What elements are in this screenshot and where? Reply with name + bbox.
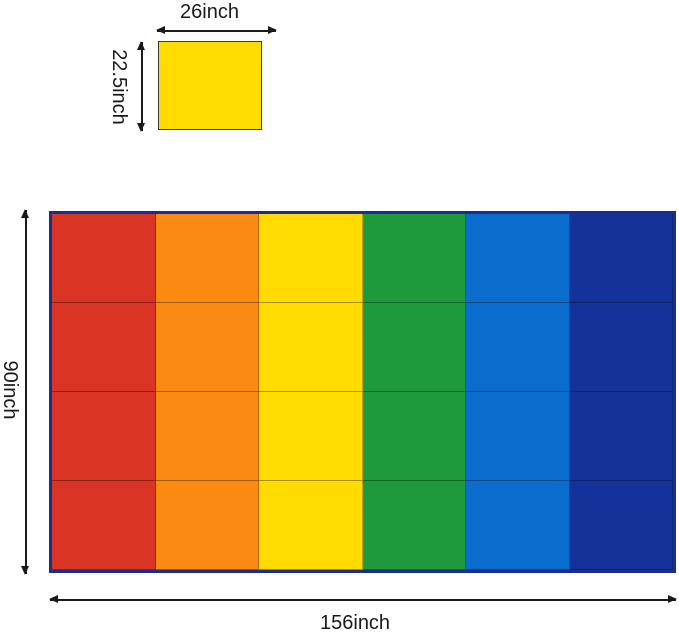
- rug-cell: [259, 214, 363, 303]
- color-square-sample: [158, 41, 262, 130]
- rug-cell: [362, 303, 466, 392]
- rug-cell: [259, 392, 363, 481]
- rug-cell: [155, 303, 259, 392]
- rug-cell: [155, 214, 259, 303]
- square-height-label: 22.5inch: [108, 49, 130, 125]
- rug-cell: [466, 303, 570, 392]
- rug-cell: [569, 303, 673, 392]
- rug-cell: [362, 481, 466, 570]
- rug-cell: [362, 392, 466, 481]
- rug-cell: [259, 303, 363, 392]
- rug-cell: [569, 481, 673, 570]
- rug-cell: [259, 481, 363, 570]
- rug-width-arrow: [49, 596, 677, 602]
- rug-cell: [569, 214, 673, 303]
- rug-cell: [52, 303, 156, 392]
- square-width-arrow: [156, 27, 277, 33]
- square-width-label: 26inch: [180, 1, 239, 23]
- rainbow-rug: [49, 211, 676, 573]
- square-height-arrow: [138, 41, 144, 132]
- rug-cell: [155, 481, 259, 570]
- rug-height-label: 90inch: [0, 360, 21, 420]
- rug-cell: [155, 392, 259, 481]
- rug-height-arrow: [22, 209, 28, 575]
- rug-cell: [466, 481, 570, 570]
- rug-cell: [466, 392, 570, 481]
- rug-cell: [466, 214, 570, 303]
- rug-cell: [52, 392, 156, 481]
- rug-cell: [52, 481, 156, 570]
- rug-cell: [52, 214, 156, 303]
- rug-cell: [569, 392, 673, 481]
- rug-cell: [362, 214, 466, 303]
- rug-width-label: 156inch: [320, 612, 391, 634]
